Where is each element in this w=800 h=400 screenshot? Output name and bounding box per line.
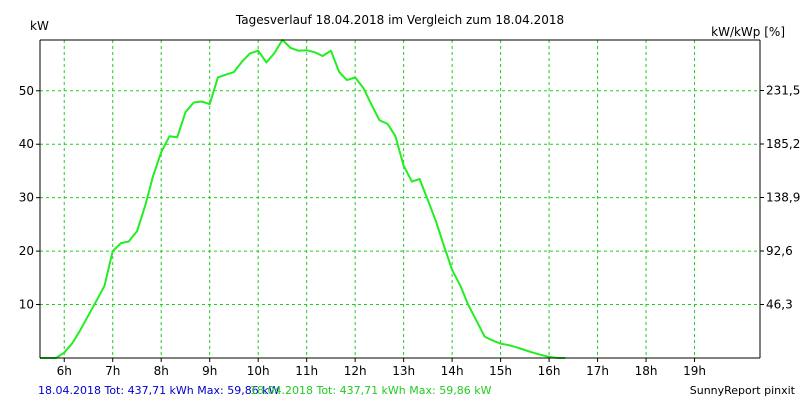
x-tick-label: 11h xyxy=(295,364,318,378)
y-tick-left-label: 50 xyxy=(19,84,34,98)
y-tick-right-label: 138,9 xyxy=(766,190,800,204)
y-axis-right-ticks: 46,3 92,6 138,9 185,2 231,5 xyxy=(760,83,800,311)
legend-entry-1: 18.04.2018 Tot: 437,71 kWh Max: 59,86 kW xyxy=(38,384,280,397)
x-tick-label: 9h xyxy=(202,364,217,378)
x-axis-ticks: 6h 7h 8h 9h 10h 11h 12h 13h 14h 15h 16h 17h 18h 19h xyxy=(57,358,706,378)
y-axis-right-label: kW/kWp [%] xyxy=(711,25,785,39)
x-tick-label: 17h xyxy=(586,364,609,378)
y-tick-right-label: 231,5 xyxy=(766,83,800,97)
x-tick-label: 19h xyxy=(683,364,706,378)
x-tick-label: 15h xyxy=(489,364,512,378)
x-tick-label: 16h xyxy=(538,364,561,378)
grid xyxy=(40,40,760,358)
y-tick-left-label: 30 xyxy=(19,191,34,205)
y-tick-left-label: 10 xyxy=(19,298,34,312)
x-tick-label: 6h xyxy=(57,364,72,378)
credit-text: SunnyReport pinxit xyxy=(690,384,796,397)
x-tick-label: 12h xyxy=(344,364,367,378)
series-layer xyxy=(40,39,566,359)
y-tick-right-label: 92,6 xyxy=(766,244,793,258)
y-tick-left-label: 20 xyxy=(19,244,34,258)
series-line-1 xyxy=(40,39,566,359)
y-tick-right-label: 185,2 xyxy=(766,137,800,151)
y-tick-right-label: 46,3 xyxy=(766,297,793,311)
x-tick-label: 10h xyxy=(247,364,270,378)
x-tick-label: 7h xyxy=(105,364,120,378)
chart-title: Tagesverlauf 18.04.2018 im Vergleich zum… xyxy=(235,13,564,27)
y-axis-left-ticks: 10 20 30 40 50 xyxy=(19,84,40,312)
y-axis-left-label: kW xyxy=(30,19,49,33)
x-tick-label: 14h xyxy=(441,364,464,378)
y-tick-left-label: 40 xyxy=(19,137,34,151)
x-tick-label: 18h xyxy=(635,364,658,378)
x-tick-label: 8h xyxy=(154,364,169,378)
x-tick-label: 13h xyxy=(392,364,415,378)
legend-entry-2: 18.04.2018 Tot: 437,71 kWh Max: 59,86 kW xyxy=(250,384,492,397)
